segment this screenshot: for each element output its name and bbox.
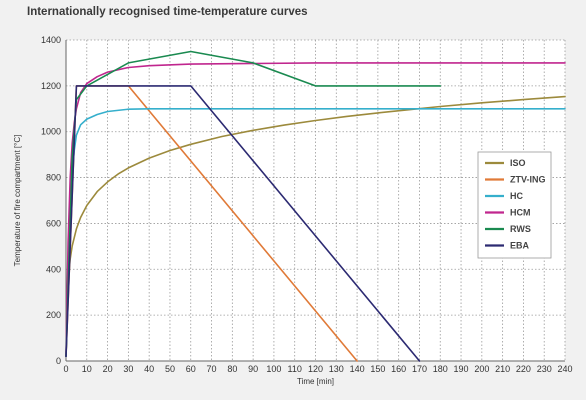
y-tick-label: 200 [46, 310, 61, 320]
x-tick-label: 120 [308, 364, 323, 374]
x-tick-label: 200 [474, 364, 489, 374]
x-tick-label: 50 [165, 364, 175, 374]
x-tick-label: 190 [454, 364, 469, 374]
series-line-rws [65, 50, 442, 358]
x-tick-label: 90 [248, 364, 258, 374]
x-tick-label: 210 [495, 364, 510, 374]
x-tick-label: 60 [186, 364, 196, 374]
legend-label-hcm: HCM [510, 208, 531, 218]
x-tick-label: 160 [391, 364, 406, 374]
y-tick-label: 1200 [41, 81, 61, 91]
x-tick-label: 180 [433, 364, 448, 374]
x-axis-label: Time [min] [297, 377, 334, 386]
legend-box [477, 151, 552, 259]
x-tick-label: 140 [350, 364, 365, 374]
y-tick-label: 1000 [41, 127, 61, 137]
x-tick-label: 80 [227, 364, 237, 374]
legend-label-iso: ISO [510, 158, 526, 168]
legend-label-eba: EBA [510, 241, 530, 251]
x-tick-label: 20 [103, 364, 113, 374]
y-tick-label: 1400 [41, 35, 61, 45]
x-tick-label: 100 [266, 364, 281, 374]
series-line-eba [65, 85, 421, 362]
x-tick-label: 0 [63, 364, 68, 374]
x-tick-label: 130 [329, 364, 344, 374]
y-axis-label: Temperature of fire compartment [°C] [13, 135, 22, 267]
y-tick-label: 600 [46, 218, 61, 228]
x-tick-label: 220 [516, 364, 531, 374]
legend-label-rws: RWS [510, 224, 531, 234]
x-tick-label: 170 [412, 364, 427, 374]
y-tick-label: 400 [46, 264, 61, 274]
legend-label-hc: HC [510, 191, 523, 201]
y-tick-label: 0 [56, 356, 61, 366]
y-tick-label: 800 [46, 173, 61, 183]
x-tick-label: 70 [207, 364, 217, 374]
x-tick-label: 40 [144, 364, 154, 374]
x-tick-label: 230 [537, 364, 552, 374]
series-line-iso [65, 95, 566, 358]
x-tick-label: 30 [123, 364, 133, 374]
chart-title: Internationally recognised time-temperat… [27, 6, 308, 18]
x-tick-label: 150 [370, 364, 385, 374]
legend-label-ztv-ing: ZTV-ING [510, 175, 546, 185]
x-tick-label: 240 [557, 364, 572, 374]
x-tick-label: 10 [82, 364, 92, 374]
x-tick-label: 110 [288, 364, 302, 374]
